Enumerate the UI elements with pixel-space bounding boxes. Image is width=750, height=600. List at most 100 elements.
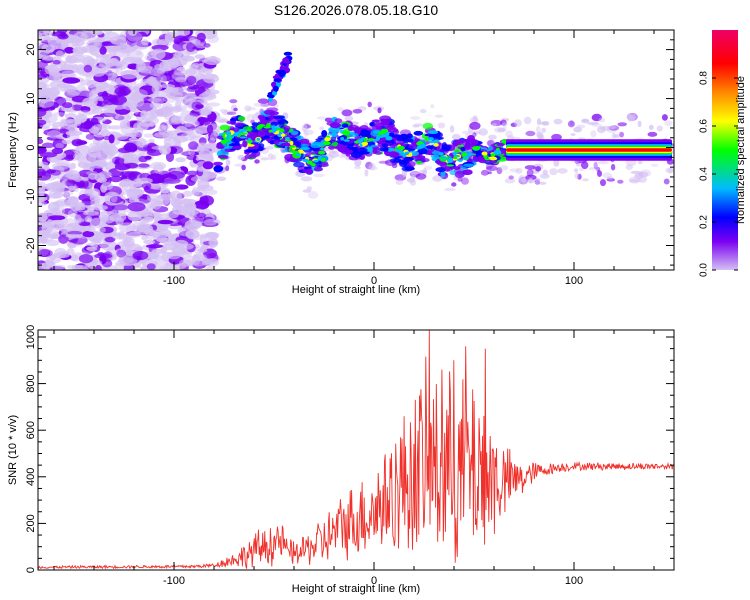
noise-speckle (87, 58, 99, 65)
noise-speckle (77, 161, 89, 168)
ridge-core (385, 137, 393, 140)
ridge-blob (234, 122, 244, 127)
ridge-blob (299, 138, 310, 144)
ridge-core (331, 132, 338, 137)
noise-speckle (173, 56, 188, 67)
noise-speckle (85, 73, 93, 81)
ridge-core (329, 128, 334, 132)
halo-speckle (540, 121, 549, 125)
y-tick-label: 200 (25, 514, 37, 532)
noise-speckle (191, 120, 200, 127)
noise-speckle (103, 30, 113, 35)
noise-speckle (179, 259, 192, 267)
halo-speckle (485, 165, 498, 172)
noise-speckle (128, 150, 145, 157)
halo-speckle (253, 102, 264, 107)
halo-speckle (597, 160, 609, 165)
ridge-core (367, 138, 374, 142)
ridge-core (246, 144, 255, 147)
ridge-blob (462, 169, 473, 176)
ridge-blob (420, 158, 430, 163)
noise-speckle (106, 45, 121, 52)
noise-speckle (100, 112, 116, 117)
ridge-blob (413, 130, 424, 136)
x-tick-label: 100 (565, 275, 583, 287)
halo-speckle (478, 128, 488, 136)
ridge-blob (427, 130, 439, 135)
y-tick-label: 10 (25, 92, 37, 104)
ridge-blob (224, 145, 235, 149)
halo-speckle (617, 179, 624, 184)
noise-speckle (126, 49, 144, 61)
noise-speckle (66, 133, 80, 140)
halo-speckle (591, 113, 602, 122)
halo-speckle (553, 118, 563, 125)
noise-speckle (90, 70, 105, 77)
ridge-blob (382, 143, 389, 148)
noise-speckle (75, 113, 88, 123)
snr-ylabel: SNR (10 * v/v) (7, 415, 19, 485)
noise-speckle (38, 229, 50, 238)
ridge-blob (213, 161, 224, 166)
halo-speckle (665, 167, 674, 173)
noise-speckle (161, 125, 170, 130)
halo-speckle (267, 153, 274, 161)
noise-speckle (138, 163, 150, 168)
ridge-blob (440, 170, 446, 178)
spectrogram-ylabel: Frequency (Hz) (7, 112, 19, 188)
halo-speckle (596, 167, 601, 172)
noise-speckle (38, 42, 48, 49)
colorbar-tick-label: 0.8 (699, 71, 710, 85)
noise-speckle (144, 228, 156, 237)
halo-speckle (598, 117, 606, 123)
ridge-core (447, 158, 453, 163)
noise-speckle (102, 90, 109, 101)
halo-speckle (629, 178, 642, 183)
noise-speckle (75, 115, 87, 124)
noise-speckle (86, 246, 98, 252)
noise-speckle (52, 59, 61, 65)
halo-speckle (313, 173, 325, 178)
noise-speckle (112, 233, 129, 240)
ridge-blob (347, 132, 359, 138)
snr-plot-area (38, 330, 674, 570)
halo-speckle (591, 123, 602, 127)
y-tick-label: 20 (25, 43, 37, 55)
noise-speckle (51, 219, 65, 231)
noise-speckle (62, 77, 81, 84)
noise-speckle (164, 31, 175, 43)
halo-speckle (597, 170, 602, 178)
halo-speckle (606, 176, 614, 180)
noise-speckle (191, 101, 202, 111)
halo-speckle (215, 117, 227, 124)
ridge-core (239, 136, 248, 139)
noise-speckle (180, 210, 199, 216)
noise-speckle (58, 234, 69, 244)
halo-speckle (300, 176, 313, 182)
halo-speckle (260, 103, 270, 107)
noise-speckle (83, 120, 93, 130)
ridge-core (453, 156, 458, 160)
ridge-blob (407, 138, 414, 143)
halo-speckle (573, 168, 579, 173)
ridge-blob (383, 147, 389, 152)
noise-speckle (67, 242, 77, 249)
noise-speckle (108, 149, 116, 154)
noise-speckle (60, 118, 76, 124)
halo-speckle (661, 114, 668, 121)
noise-speckle (47, 36, 60, 48)
noise-speckle (196, 144, 211, 151)
halo-speckle (647, 131, 658, 137)
noise-speckle (124, 162, 139, 169)
ridge-core (317, 156, 322, 161)
noise-speckle (101, 182, 114, 191)
ridge-core (295, 153, 301, 157)
halo-speckle (600, 179, 606, 187)
halo-speckle (502, 125, 507, 132)
noise-speckle (160, 187, 170, 194)
noise-speckle (127, 30, 138, 36)
noise-speckle (140, 121, 154, 127)
noise-speckle (175, 76, 187, 83)
noise-speckle (52, 182, 65, 194)
